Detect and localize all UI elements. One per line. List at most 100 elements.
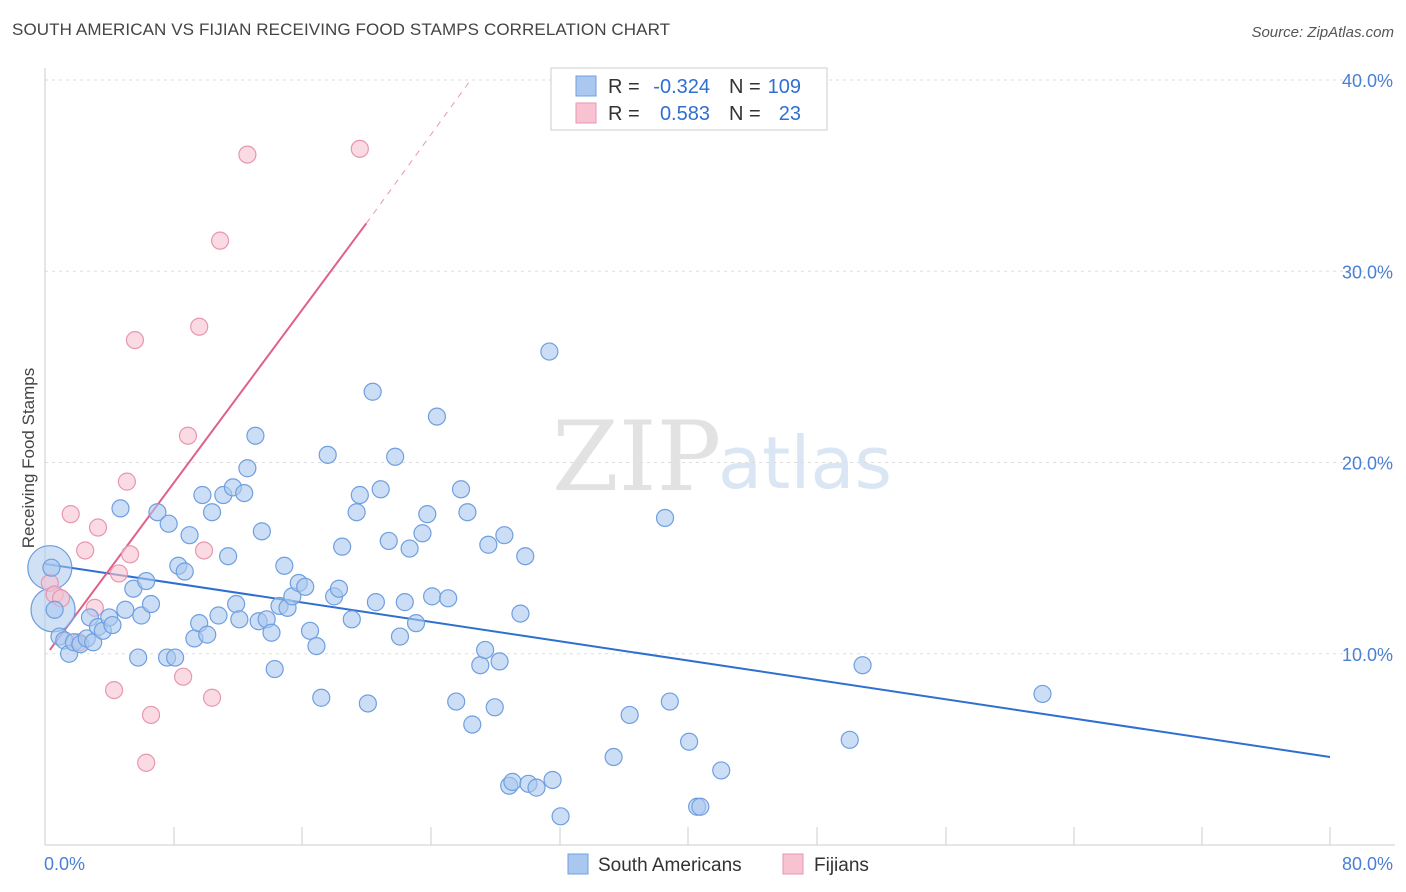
south-american-point	[471, 656, 490, 675]
south-american-point	[318, 445, 337, 464]
south-american-point	[390, 627, 410, 646]
fijian-point	[141, 705, 161, 725]
fijian-point	[194, 541, 214, 560]
fijian-point	[178, 426, 198, 445]
fijian-point	[61, 505, 80, 524]
south-american-point	[490, 652, 509, 671]
south-american-point	[202, 503, 222, 522]
south-american-point	[300, 621, 320, 640]
legend-swatch-pink	[575, 102, 597, 124]
chart-title: SOUTH AMERICAN VS FIJIAN RECEIVING FOOD …	[12, 20, 671, 39]
series-swatch-south-americans	[567, 853, 589, 875]
south-american-point	[42, 558, 61, 577]
south-american-point	[137, 571, 156, 591]
south-american-point	[350, 485, 369, 505]
x-tick-labels: 0.0% 80.0%	[44, 854, 1393, 874]
south-american-point	[252, 522, 271, 541]
series-label-fijians: Fijians	[814, 855, 869, 876]
x-tick-label: 80.0%	[1342, 854, 1393, 874]
watermark-zip: ZIP	[552, 401, 721, 513]
south-american-point	[540, 342, 559, 361]
south-american-point	[516, 547, 535, 566]
south-american-point	[329, 579, 349, 598]
data-points	[27, 139, 1052, 826]
south-american-point	[476, 640, 495, 660]
gridlines	[45, 79, 1395, 655]
south-american-point	[230, 610, 249, 629]
legend-n-value-2: 23	[779, 103, 801, 125]
south-american-point	[447, 692, 466, 711]
source-label: Source: ZipAtlas.com	[1251, 24, 1394, 41]
fijian-point	[174, 667, 193, 686]
south-american-point	[219, 547, 238, 566]
south-american-point	[427, 407, 447, 426]
south-american-point	[406, 614, 426, 633]
south-american-point	[312, 688, 331, 707]
series-legend: South Americans Fijians	[567, 853, 869, 876]
fijians-trend-line	[49, 222, 368, 651]
south-american-point	[527, 778, 546, 797]
south-american-point	[423, 587, 442, 606]
south-american-point	[159, 514, 178, 533]
fijian-point	[137, 753, 156, 772]
fijian-point	[125, 331, 145, 350]
y-tick-label: 10.0%	[1342, 645, 1393, 665]
south-american-point	[551, 807, 570, 826]
fijian-point	[190, 317, 209, 336]
watermark: ZIP atlas	[552, 401, 892, 513]
south-american-point	[503, 772, 522, 791]
south-american-point	[363, 382, 382, 401]
fijian-point	[109, 564, 128, 583]
y-tick-label: 40.0%	[1342, 71, 1393, 91]
correlation-legend: R = -0.324 N = 109 R = 0.583 N = 23	[550, 67, 828, 131]
south-american-point	[209, 606, 228, 625]
south-american-point	[495, 526, 514, 545]
fijian-point	[117, 472, 137, 491]
south-american-point	[712, 761, 731, 780]
y-tick-label: 30.0%	[1342, 262, 1393, 282]
south-american-point	[358, 694, 377, 713]
south-american-point	[691, 797, 710, 816]
fijian-point	[88, 518, 108, 537]
south-american-point	[148, 503, 167, 522]
south-american-point	[333, 537, 352, 556]
south-american-point	[479, 535, 498, 554]
fijian-point	[121, 545, 140, 564]
south-american-point	[451, 480, 471, 499]
axes	[44, 68, 1395, 846]
south-american-point	[543, 770, 562, 790]
legend-n-label-2: N =	[729, 103, 761, 125]
south-american-point	[379, 531, 398, 551]
south-american-point	[485, 698, 504, 717]
south-american-point	[463, 715, 482, 734]
fijian-point	[202, 688, 222, 707]
south-american-point	[371, 480, 390, 499]
south-american-point	[180, 526, 199, 545]
south-american-point	[655, 508, 675, 528]
south-american-point	[400, 539, 419, 558]
south-american-point	[129, 648, 148, 667]
south-american-point	[853, 656, 872, 675]
south-american-point	[246, 426, 265, 445]
south-american-point	[511, 604, 530, 623]
south-american-point	[439, 589, 458, 608]
trend-lines	[44, 79, 1331, 759]
legend-n-value-1: 109	[768, 76, 801, 98]
south-american-point	[198, 625, 217, 644]
legend-r-value-1: -0.324	[653, 76, 710, 98]
y-tick-labels: 10.0% 20.0% 30.0% 40.0%	[1342, 71, 1393, 665]
south-american-point	[840, 730, 859, 749]
south-american-point	[275, 556, 294, 575]
south-american-point	[116, 600, 135, 619]
south-american-point	[265, 659, 284, 679]
south-americans-trend-line	[44, 562, 1331, 759]
south-american-point	[604, 747, 623, 767]
south-american-point	[413, 524, 432, 543]
south-american-point	[342, 610, 361, 629]
south-american-point	[347, 503, 366, 522]
south-american-point	[235, 484, 254, 503]
south-american-point	[307, 636, 326, 656]
south-american-point	[1033, 684, 1052, 704]
legend-swatch-blue	[575, 75, 597, 97]
